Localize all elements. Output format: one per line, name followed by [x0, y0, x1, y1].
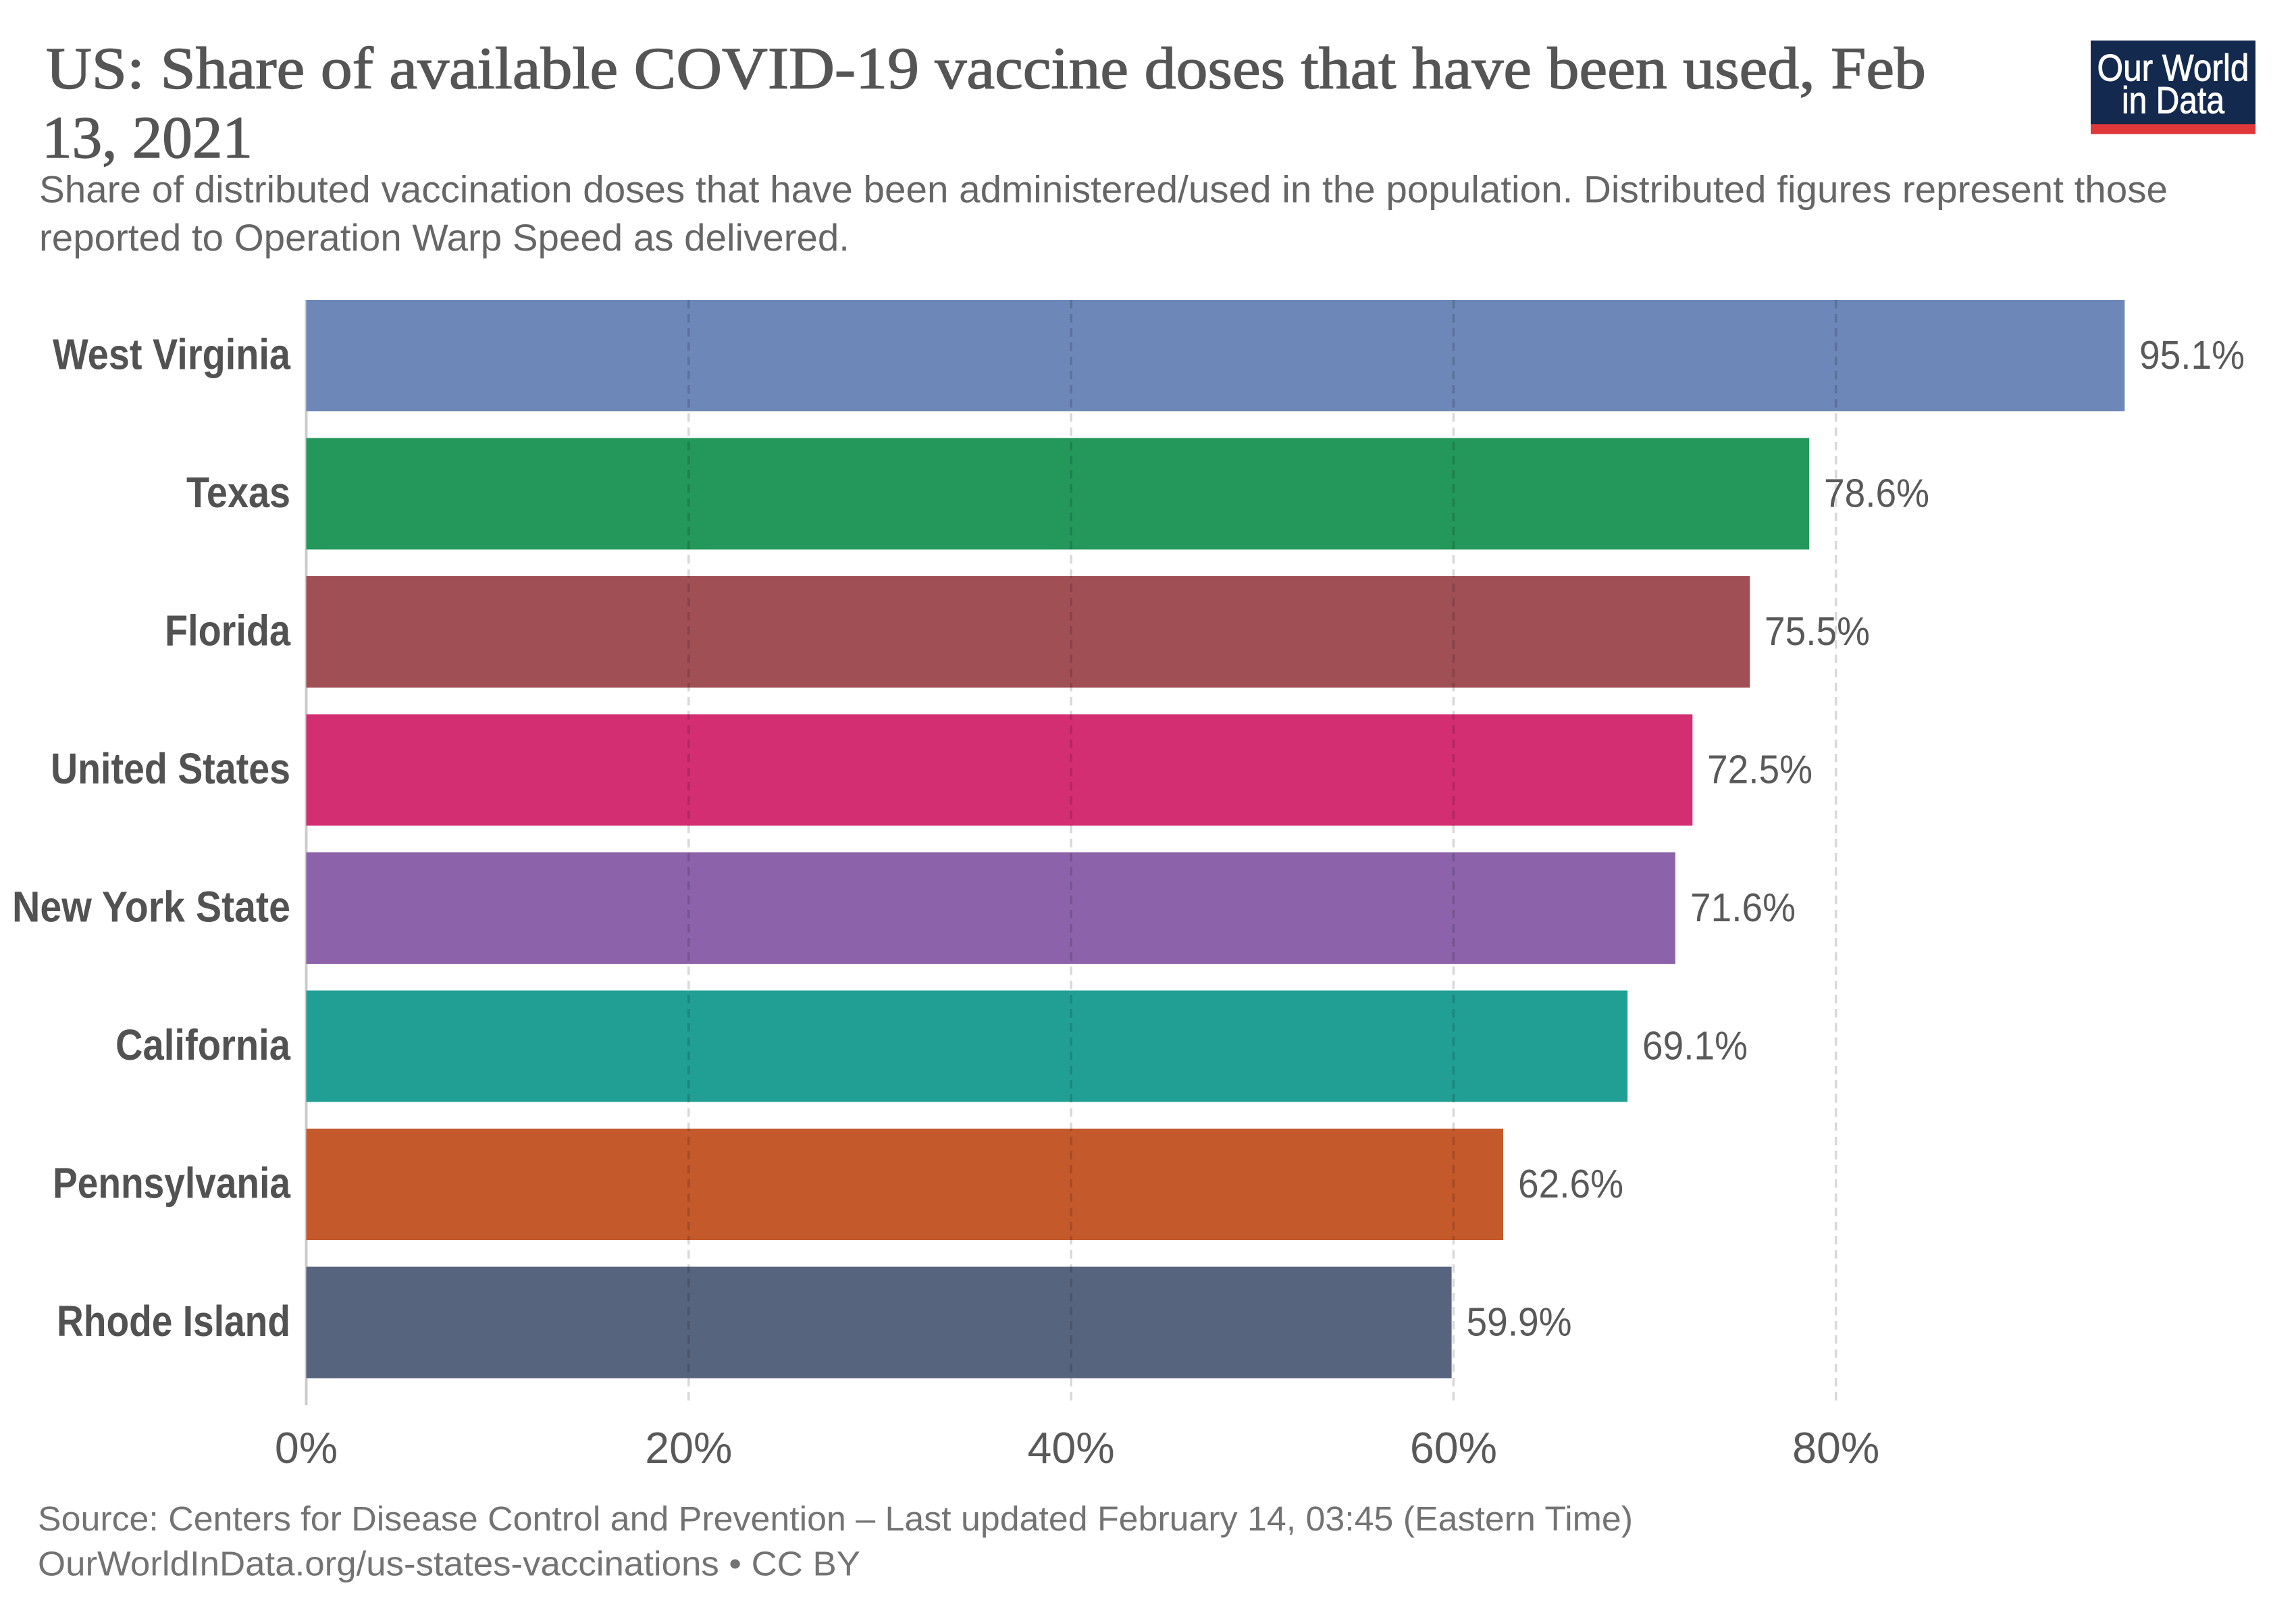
svg-text:Florida: Florida — [165, 607, 290, 655]
svg-text:Rhode Island: Rhode Island — [57, 1297, 290, 1345]
svg-text:West Virginia: West Virginia — [53, 330, 290, 379]
svg-text:Our World: Our World — [2097, 46, 2249, 88]
svg-text:72.5%: 72.5% — [1707, 748, 1812, 792]
svg-text:Source: Centers for Disease Co: Source: Centers for Disease Control and … — [38, 1499, 1633, 1538]
svg-text:0%: 0% — [275, 1424, 338, 1472]
svg-text:reported to Operation Warp Spe: reported to Operation Warp Speed as deli… — [39, 216, 850, 259]
svg-text:Texas: Texas — [186, 468, 290, 517]
svg-text:New York State: New York State — [12, 883, 290, 931]
svg-text:Share of distributed vaccinati: Share of distributed vaccination doses t… — [39, 168, 2168, 211]
svg-text:20%: 20% — [645, 1424, 732, 1472]
svg-text:Pennsylvania: Pennsylvania — [53, 1159, 290, 1208]
svg-text:75.5%: 75.5% — [1765, 609, 1870, 654]
svg-text:80%: 80% — [1792, 1424, 1879, 1472]
svg-text:59.9%: 59.9% — [1467, 1300, 1572, 1345]
svg-text:95.1%: 95.1% — [2139, 333, 2245, 378]
svg-text:in Data: in Data — [2122, 78, 2225, 121]
svg-text:60%: 60% — [1410, 1424, 1497, 1472]
svg-text:69.1%: 69.1% — [1642, 1024, 1748, 1069]
svg-text:OurWorldInData.org/us-states-v: OurWorldInData.org/us-states-vaccination… — [38, 1545, 860, 1583]
svg-text:40%: 40% — [1028, 1424, 1115, 1472]
svg-text:United States: United States — [51, 744, 290, 793]
svg-text:13, 2021: 13, 2021 — [42, 105, 253, 171]
svg-text:71.6%: 71.6% — [1690, 885, 1796, 930]
svg-text:78.6%: 78.6% — [1824, 471, 1929, 516]
svg-text:US: Share of available COVID-1: US: Share of available COVID-19 vaccine … — [46, 36, 1926, 102]
svg-text:California: California — [115, 1021, 290, 1069]
svg-text:62.6%: 62.6% — [1518, 1162, 1623, 1206]
